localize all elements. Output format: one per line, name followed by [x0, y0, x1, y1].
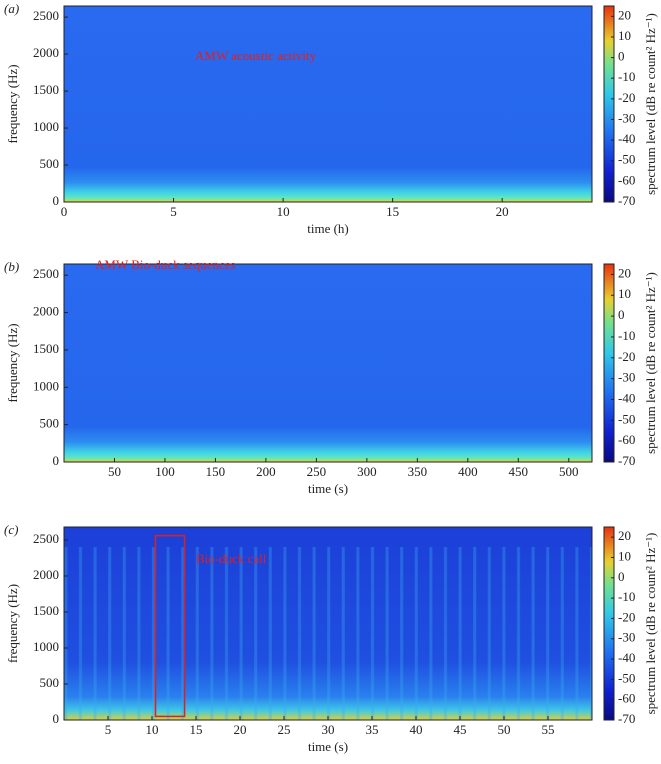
- colorbar: [603, 263, 615, 463]
- colorbar-tick-label: -40: [618, 650, 635, 665]
- colorbar-tick-label: -20: [618, 609, 635, 624]
- x-axis-label: time (s): [308, 739, 348, 754]
- colorbar-tick-label: -30: [618, 110, 635, 125]
- colorbar-tick-label: -10: [618, 69, 635, 84]
- colorbar-tick-label: -50: [618, 670, 635, 685]
- y-axis-label: frequency (Hz): [5, 323, 20, 402]
- panel-label: (a): [4, 1, 19, 16]
- colorbar-tick-label: 20: [618, 265, 631, 280]
- x-tick-label: 55: [542, 722, 555, 737]
- x-tick-label: 400: [458, 464, 478, 479]
- x-tick-label: 150: [206, 464, 226, 479]
- y-tick-label: 0: [53, 453, 60, 468]
- y-tick-label: 2000: [33, 304, 59, 319]
- x-tick-label: 50: [108, 464, 121, 479]
- y-axis-label: frequency (Hz): [5, 64, 20, 143]
- colorbar-tick-label: -70: [618, 193, 635, 208]
- colorbar-tick-label: -60: [618, 691, 635, 706]
- x-tick-label: 20: [496, 204, 509, 219]
- colorbar-tick-label: -10: [618, 328, 635, 343]
- y-tick-label: 1500: [33, 341, 59, 356]
- annotation: AMW acoustic activity: [195, 48, 317, 63]
- colorbar-tick-label: -30: [618, 370, 635, 385]
- y-tick-label: 2500: [33, 531, 59, 546]
- colorbar-tick-label: -30: [618, 630, 635, 645]
- annotation: AMW Bio-duck sequences: [95, 257, 236, 272]
- y-tick-label: 1000: [33, 119, 59, 134]
- plot-frame: [63, 263, 593, 463]
- x-tick-label: 200: [256, 464, 276, 479]
- y-tick-label: 500: [40, 675, 60, 690]
- x-tick-label: 450: [509, 464, 529, 479]
- colorbar-label: spectrum level (dB re count² Hz⁻¹): [643, 533, 658, 715]
- colorbar-tick-label: 10: [618, 286, 631, 301]
- colorbar-tick-label: -50: [618, 411, 635, 426]
- colorbar: [603, 526, 615, 721]
- colorbar-tick-label: 0: [618, 307, 625, 322]
- y-tick-label: 1000: [33, 639, 59, 654]
- y-tick-label: 1500: [33, 603, 59, 618]
- colorbar-tick-label: -10: [618, 589, 635, 604]
- y-tick-label: 2000: [33, 567, 59, 582]
- x-tick-label: 45: [454, 722, 467, 737]
- colorbar-tick-label: -70: [618, 453, 635, 468]
- colorbar-tick-label: -40: [618, 131, 635, 146]
- colorbar-tick-label: 10: [618, 28, 631, 43]
- y-axis-label: frequency (Hz): [5, 584, 20, 663]
- spectrogram-stripes: [64, 547, 592, 720]
- colorbar-tick-label: -20: [618, 90, 635, 105]
- y-tick-label: 1500: [33, 82, 59, 97]
- colorbar-tick-label: 0: [618, 569, 625, 584]
- x-tick-label: 50: [498, 722, 511, 737]
- x-tick-label: 300: [357, 464, 377, 479]
- x-tick-label: 10: [146, 722, 159, 737]
- x-tick-label: 10: [277, 204, 290, 219]
- x-axis-label: time (s): [308, 481, 348, 496]
- y-tick-label: 1000: [33, 378, 59, 393]
- y-tick-label: 500: [40, 416, 60, 431]
- x-tick-label: 40: [410, 722, 423, 737]
- colorbar-tick-label: -40: [618, 390, 635, 405]
- colorbar-tick-label: 10: [618, 548, 631, 563]
- colorbar-label: spectrum level (dB re count² Hz⁻¹): [643, 13, 658, 195]
- panel-label: (c): [4, 522, 18, 537]
- colorbar: [603, 5, 615, 203]
- spectrogram: [64, 6, 592, 202]
- annotation: Bio-duck call: [196, 551, 267, 566]
- x-tick-label: 15: [386, 204, 399, 219]
- y-tick-label: 0: [53, 193, 60, 208]
- x-tick-label: 500: [559, 464, 579, 479]
- x-tick-label: 25: [278, 722, 291, 737]
- panel-label: (b): [4, 259, 19, 274]
- plot-frame: [63, 5, 593, 203]
- colorbar-tick-label: -60: [618, 432, 635, 447]
- colorbar-tick-label: 0: [618, 49, 625, 64]
- x-tick-label: 35: [366, 722, 379, 737]
- x-tick-label: 20: [234, 722, 247, 737]
- colorbar-tick-label: -50: [618, 152, 635, 167]
- x-tick-label: 100: [155, 464, 175, 479]
- x-tick-label: 5: [170, 204, 177, 219]
- x-tick-label: 350: [408, 464, 428, 479]
- spectrogram: [64, 264, 592, 462]
- y-tick-label: 2500: [33, 266, 59, 281]
- colorbar-tick-label: -20: [618, 349, 635, 364]
- y-tick-label: 0: [53, 711, 60, 726]
- highlight-box: [154, 534, 186, 718]
- colorbar-tick-label: -60: [618, 172, 635, 187]
- x-tick-label: 0: [61, 204, 68, 219]
- colorbar-tick-label: 20: [618, 528, 631, 543]
- x-tick-label: 5: [105, 722, 112, 737]
- colorbar-tick-label: -70: [618, 711, 635, 726]
- y-tick-label: 2000: [33, 45, 59, 60]
- x-tick-label: 250: [307, 464, 327, 479]
- x-tick-label: 30: [322, 722, 335, 737]
- x-tick-label: 15: [190, 722, 203, 737]
- colorbar-label: spectrum level (dB re count² Hz⁻¹): [643, 272, 658, 454]
- y-tick-label: 2500: [33, 8, 59, 23]
- y-tick-label: 500: [40, 156, 60, 171]
- x-axis-label: time (h): [307, 221, 349, 236]
- colorbar-tick-label: 20: [618, 7, 631, 22]
